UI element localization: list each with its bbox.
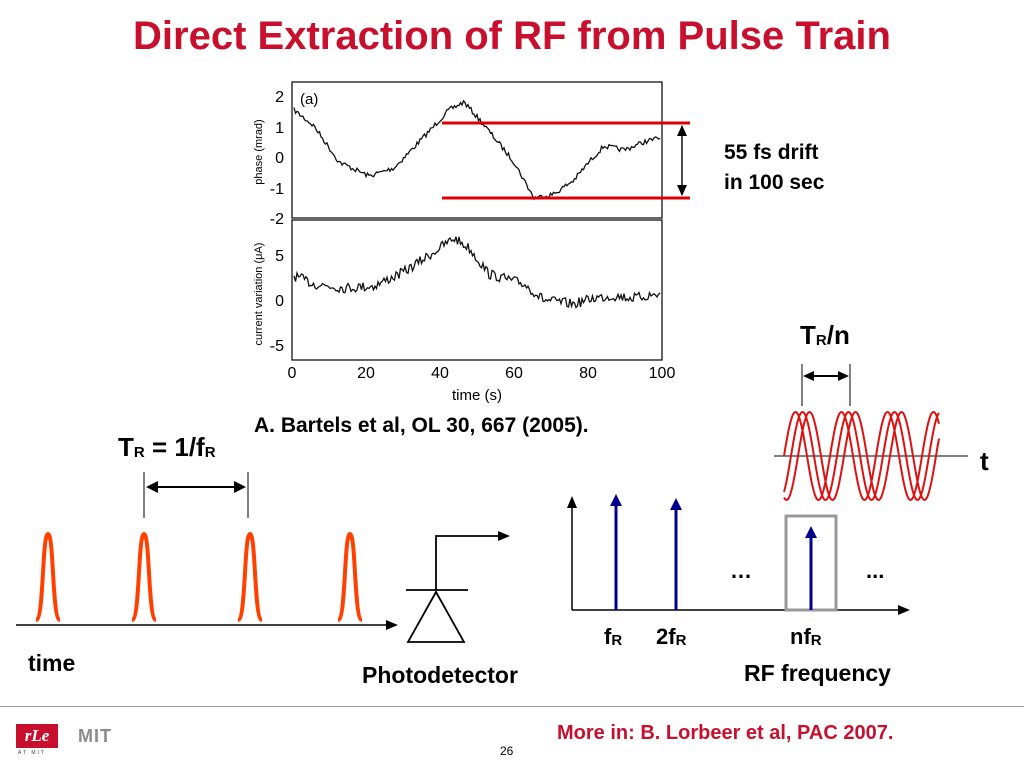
freq-label-fr: fR — [604, 624, 622, 650]
ytick: -1 — [270, 181, 284, 198]
sine-group — [783, 411, 940, 501]
xtick: 80 — [579, 365, 597, 382]
sine-period-tail: /n — [826, 320, 850, 350]
freq-label-main: nf — [790, 624, 811, 649]
sine-wave — [783, 411, 940, 501]
freq-label-nfr: nfR — [790, 624, 822, 650]
arrow-head-down — [677, 185, 687, 196]
ytick: -2 — [270, 211, 284, 228]
panel-label: (a) — [300, 91, 318, 108]
diode-triangle — [406, 590, 466, 643]
page-number: 26 — [500, 744, 514, 758]
citation: A. Bartels et al, OL 30, 667 (2005). — [254, 414, 589, 437]
freq-label-main: 2f — [656, 624, 676, 649]
rle-logo-sub: AT MIT — [18, 750, 46, 756]
period-sub-R: R — [133, 444, 145, 461]
top-panel-frame — [291, 81, 663, 219]
phase-trace — [293, 99, 661, 201]
period-arrow-head-left — [146, 481, 158, 493]
rf-sine-waves — [774, 364, 968, 501]
x-axis-label: time (s) — [452, 387, 502, 404]
spectral-line-2fr-head — [670, 498, 682, 510]
drift-line-2: in 100 sec — [724, 171, 825, 194]
period-T: T — [118, 432, 134, 462]
bottom-panel-frame — [291, 219, 663, 361]
arrow-head-up — [677, 125, 687, 136]
drift-markers — [442, 121, 690, 200]
photodetector-label: Photodetector — [362, 662, 518, 688]
spectral-line-fr-head — [610, 494, 622, 506]
ytick: -5 — [270, 338, 284, 355]
phase-current-plot: (a) 2 1 0 -1 -2 phase (mrad) 5 0 -5 curr… — [253, 81, 676, 404]
mit-logo: MIT — [78, 726, 112, 746]
sine-wave — [783, 411, 940, 501]
drift-line-1: 55 fs drift — [724, 141, 819, 164]
time-axis-arrow — [386, 620, 398, 630]
sine-period-arrow-head-left — [803, 371, 814, 381]
x-ticks: 0 20 40 60 80 100 — [288, 365, 676, 382]
pulse — [336, 531, 364, 622]
ytick: 5 — [275, 248, 284, 265]
time-axis-label: time — [28, 650, 76, 676]
pulse — [130, 531, 158, 622]
ytick: 0 — [275, 150, 284, 167]
drift-annotation: 55 fs drift in 100 sec — [724, 138, 824, 198]
footer-rule — [0, 706, 1024, 707]
freq-label-sub: R — [810, 632, 822, 649]
top-y-axis-label: phase (mrad) — [253, 119, 265, 184]
slide-title: Direct Extraction of RF from Pulse Train — [133, 14, 891, 58]
rle-logo: rLe — [16, 724, 58, 748]
period-arrow-head-right — [234, 481, 246, 493]
sine-period-sub: R — [815, 332, 827, 349]
xtick: 40 — [431, 365, 449, 382]
bottom-yticks: 5 0 -5 — [270, 248, 284, 355]
period-eq: = 1/f — [144, 432, 205, 462]
footer-reference: More in: B. Lorbeer et al, PAC 2007. — [557, 722, 894, 744]
ytick: 2 — [275, 89, 284, 106]
freq-label-sub: R — [611, 632, 623, 649]
freq-label-2fr: 2fR — [656, 624, 686, 650]
sine-wave — [783, 411, 940, 501]
photodetector-lead — [435, 535, 504, 590]
pulse-period-label: TR = 1/fR — [118, 432, 216, 463]
xtick: 20 — [357, 365, 375, 382]
top-yticks: 2 1 0 -1 -2 — [270, 89, 284, 228]
ytick: 0 — [275, 293, 284, 310]
rf-spectrum — [567, 494, 910, 615]
sine-period-label: TR/n — [800, 320, 850, 351]
ytick: 1 — [275, 120, 284, 137]
sine-t-label: t — [980, 446, 989, 476]
bottom-y-axis-label: current variation (μA) — [253, 243, 265, 346]
spectrum-x-axis-arrow — [898, 605, 910, 615]
photodetector-symbol — [406, 531, 510, 643]
pulse-train — [16, 472, 398, 630]
rf-frequency-label: RF frequency — [744, 660, 891, 686]
period-sub-R2: R — [204, 444, 216, 461]
xtick: 60 — [505, 365, 523, 382]
spectral-line-nfr-head — [805, 526, 817, 538]
photodetector-output-arrow — [498, 531, 510, 541]
sine-period-T: T — [800, 320, 816, 350]
spectrum-dots-left: … — [730, 558, 752, 583]
freq-label-sub: R — [675, 632, 687, 649]
spectrum-y-axis-arrow — [567, 496, 577, 508]
sine-period-arrow-head-right — [838, 371, 849, 381]
xtick: 0 — [288, 365, 297, 382]
xtick: 100 — [649, 365, 676, 382]
current-trace — [293, 236, 661, 309]
pulse — [34, 531, 62, 622]
pulse — [236, 531, 264, 622]
freq-label-main: f — [604, 624, 612, 649]
spectrum-dots-right: ... — [866, 558, 885, 583]
